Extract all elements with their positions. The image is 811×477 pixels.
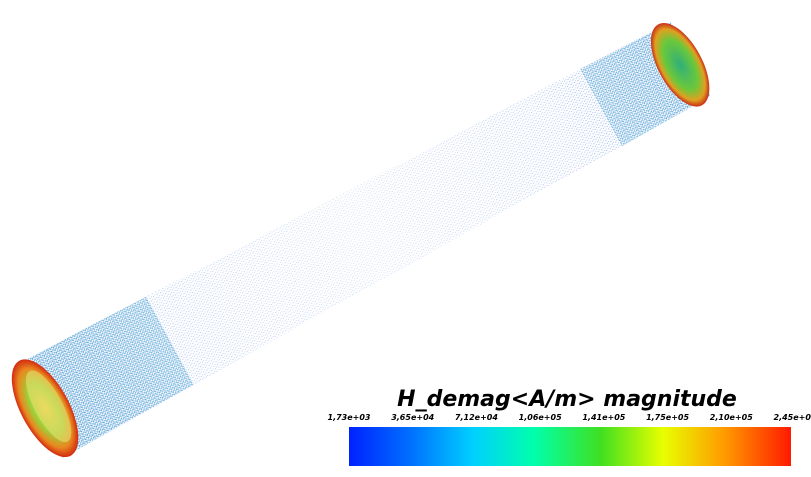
legend-label: 1,75e+05 [646,413,689,422]
legend-label: 1,73e+03 [328,413,371,422]
legend-label: 2,10e+05 [710,413,753,422]
color-bar [349,427,791,466]
legend-title: H_demag<A/m> magnitude [397,387,737,412]
legend-label: 7,12e+04 [455,413,498,422]
legend-label: 2,45e+05 [774,413,811,422]
legend-label: 1,06e+05 [519,413,562,422]
legend-label: 1,41e+05 [582,413,625,422]
legend-label: 3,65e+04 [391,413,434,422]
legend-labels: 1,73e+03 3,65e+04 7,12e+04 1,06e+05 1,41e+05… [328,413,811,422]
render-view: H_demag<A/m> magnitude 1,73e+03 3,65e+04 7… [0,0,811,477]
page: H_demag<A/m> magnitude 1,73e+03 3,65e+04 7… [0,0,811,477]
